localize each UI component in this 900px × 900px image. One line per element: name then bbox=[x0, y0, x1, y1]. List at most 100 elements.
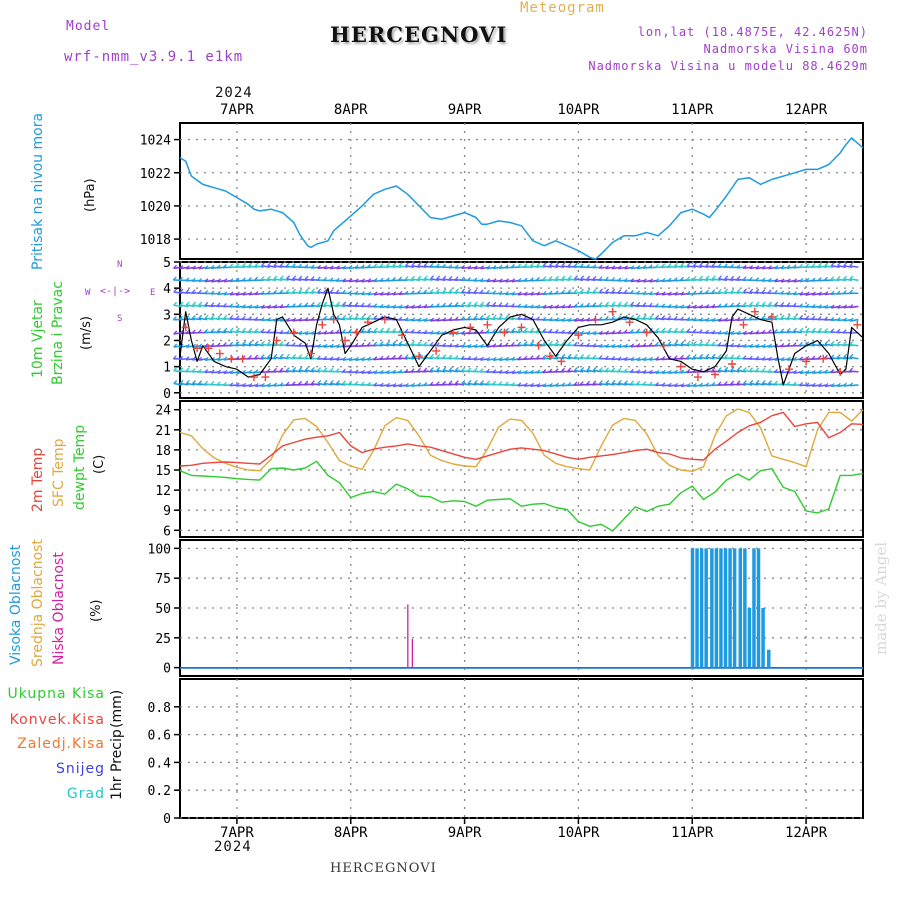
wind-arrowhead bbox=[811, 327, 816, 332]
gust-marker bbox=[500, 328, 509, 337]
wind-arrowhead bbox=[605, 379, 610, 384]
panel-frame bbox=[179, 122, 864, 260]
wind-arrowhead bbox=[335, 289, 340, 294]
y-tick-label: 1 bbox=[163, 361, 171, 376]
wind-arrowhead bbox=[379, 327, 384, 332]
x-tick-label-bottom: 11APR bbox=[671, 825, 714, 841]
wind-arrowhead bbox=[379, 291, 384, 296]
cloud-high-bar bbox=[732, 548, 737, 668]
wind-arrowhead bbox=[549, 262, 553, 267]
wind-arrow bbox=[242, 330, 252, 334]
wind-arrowhead bbox=[392, 304, 397, 309]
wind-arrowhead bbox=[649, 278, 654, 283]
wind-arrowhead bbox=[398, 316, 403, 321]
wind-arrow bbox=[712, 356, 721, 360]
wind-arrowhead bbox=[392, 382, 397, 387]
station-title: HERCEGNOVI bbox=[330, 22, 508, 47]
wind-arrowhead bbox=[304, 366, 309, 371]
y-tick-label: 4 bbox=[163, 282, 171, 297]
wind-arrowhead bbox=[392, 291, 397, 296]
wind-arrowhead bbox=[404, 354, 409, 359]
gust-marker bbox=[249, 373, 258, 382]
wind-arrowhead bbox=[573, 288, 578, 293]
wind-arrowhead bbox=[398, 383, 403, 387]
y-tick-label: 75 bbox=[155, 572, 171, 587]
wind-arrowhead bbox=[235, 315, 240, 320]
wind-arrowhead bbox=[179, 330, 184, 335]
wind-arrow bbox=[837, 278, 847, 282]
wind-arrowhead bbox=[417, 382, 422, 387]
wind-arrowhead bbox=[649, 356, 653, 361]
wind-arrowhead bbox=[286, 353, 290, 358]
wind-arrowhead bbox=[692, 304, 697, 309]
compass-cross: <-|-> bbox=[100, 286, 131, 297]
wind-arrow bbox=[511, 330, 521, 334]
wind-arrowhead bbox=[523, 369, 528, 374]
wind-arrow bbox=[286, 356, 296, 360]
tick-layer: 1018102010221024012345691215182124025507… bbox=[140, 102, 828, 841]
wind-arrow bbox=[286, 369, 296, 373]
wind-arrowhead bbox=[317, 288, 322, 293]
wind-arrowhead bbox=[454, 264, 459, 269]
wind-arrowhead bbox=[323, 276, 327, 281]
wind-arrowhead bbox=[630, 380, 635, 385]
wind-arrowhead bbox=[630, 343, 635, 348]
wind-arrowhead bbox=[661, 303, 666, 308]
wind-arrow bbox=[774, 317, 784, 321]
wind-arrowhead bbox=[267, 262, 272, 267]
wind-arrowhead bbox=[354, 342, 359, 347]
wind-arrowhead bbox=[686, 368, 691, 373]
wind-arrowhead bbox=[680, 262, 685, 267]
x-tick-label-bottom: 9APR bbox=[448, 825, 482, 841]
wind-arrow bbox=[649, 317, 659, 321]
wind-arrowhead bbox=[198, 314, 203, 319]
wind-arrowhead bbox=[192, 380, 196, 384]
wind-arrowhead bbox=[273, 304, 278, 309]
wind-arrowhead bbox=[273, 317, 278, 322]
wind-arrowhead bbox=[172, 316, 177, 321]
cloud-high-bar bbox=[747, 608, 752, 668]
wind-arrowhead bbox=[673, 277, 678, 282]
wind-arrowhead bbox=[348, 265, 353, 269]
wind-arrowhead bbox=[793, 314, 798, 319]
wind-arrowhead bbox=[323, 355, 328, 360]
wind-arrow bbox=[787, 317, 796, 321]
wind-arrowhead bbox=[298, 275, 303, 280]
wind-arrowhead bbox=[830, 304, 835, 309]
wind-arrow bbox=[348, 317, 358, 321]
wind-arrowhead bbox=[542, 290, 547, 295]
gust-marker bbox=[625, 318, 634, 327]
wind-arrowhead bbox=[736, 302, 741, 307]
y-tick-label: 2 bbox=[163, 334, 171, 349]
wind-arrowhead bbox=[523, 291, 528, 296]
wind-arrowhead bbox=[849, 341, 854, 346]
wind-arrowhead bbox=[273, 275, 278, 280]
y-tick-label: 5 bbox=[163, 256, 171, 271]
wind-arrowhead bbox=[517, 263, 522, 268]
wind-arrowhead bbox=[567, 275, 572, 280]
wind-arrowhead bbox=[849, 382, 854, 387]
wind-arrowhead bbox=[511, 327, 516, 332]
wind-arrowhead bbox=[586, 342, 591, 347]
wind-arrowhead bbox=[291, 342, 296, 347]
wind-arrowhead bbox=[379, 369, 384, 374]
wind-arrow bbox=[718, 277, 728, 282]
wind-arrowhead bbox=[198, 356, 203, 361]
compass-north: N bbox=[117, 260, 124, 270]
wind-arrowhead bbox=[786, 290, 791, 295]
wind-arrowhead bbox=[586, 263, 590, 268]
wind-arrowhead bbox=[335, 277, 340, 282]
wind-arrowhead bbox=[292, 353, 297, 358]
wind-arrowhead bbox=[473, 277, 478, 282]
wind-arrowhead bbox=[279, 317, 284, 322]
wind-arrowhead bbox=[304, 275, 309, 280]
wind-arrowhead bbox=[648, 264, 653, 269]
wind-arrowhead bbox=[598, 301, 603, 306]
wind-arrowhead bbox=[667, 263, 672, 267]
wind-arrowhead bbox=[417, 275, 422, 280]
wind-arrowhead bbox=[555, 304, 560, 309]
wind-arrowhead bbox=[473, 315, 478, 320]
wind-arrowhead bbox=[504, 327, 509, 332]
wind-arrow bbox=[467, 382, 477, 386]
gust-marker bbox=[272, 336, 281, 345]
